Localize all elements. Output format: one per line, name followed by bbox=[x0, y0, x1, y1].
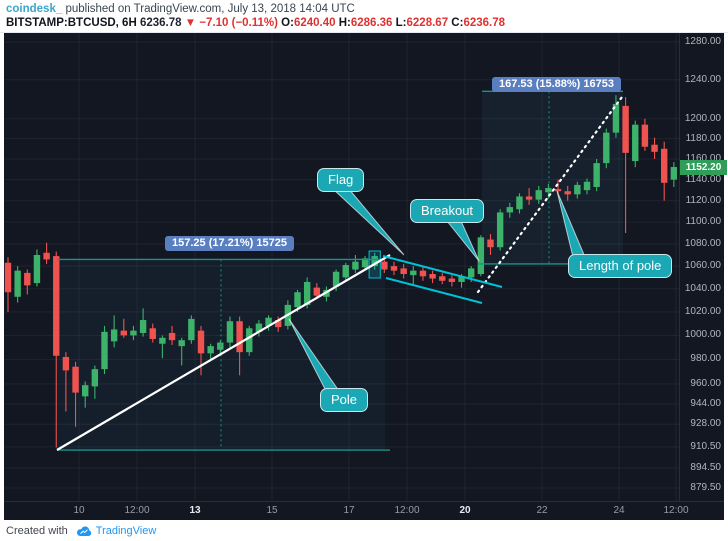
price-tick-label: 879.50 bbox=[690, 482, 721, 493]
symbol-line: BITSTAMP:BTCUSD, 6H 6236.78 ▼ −7.10 (−0.… bbox=[6, 16, 728, 31]
measure-badge-target[interactable]: 167.53 (15.88%) 16753 bbox=[492, 77, 621, 92]
length-of-pole-note[interactable]: Length of pole bbox=[568, 254, 673, 278]
time-tick-label: 20 bbox=[459, 505, 471, 516]
price-tick-label: 1000.00 bbox=[684, 329, 721, 341]
low-value: 6228.67 bbox=[406, 17, 449, 29]
publish-line: coindesk_ published on TradingView.com, … bbox=[6, 2, 728, 16]
close-label: C: bbox=[451, 17, 464, 29]
price-tick-label: 1240.00 bbox=[684, 73, 721, 85]
created-with-text: Created with bbox=[6, 524, 68, 537]
time-axis[interactable]: 10 12:00 13 15 17 12:00 20 22 24 12:00 bbox=[4, 501, 724, 520]
price-tick-label: 910.50 bbox=[690, 440, 721, 452]
price-tick-label: 1020.00 bbox=[684, 305, 721, 317]
tradingview-logo-icon[interactable] bbox=[76, 525, 92, 537]
price-tick-label: 1060.00 bbox=[684, 260, 721, 272]
tradingview-link[interactable]: TradingView bbox=[95, 524, 157, 537]
low-label: L: bbox=[395, 17, 407, 29]
price-tick-label: 928.00 bbox=[690, 418, 721, 430]
price-tick-label: 1120.00 bbox=[685, 194, 721, 206]
time-tick-label: 22 bbox=[536, 505, 548, 516]
last-price: 6236.78 bbox=[139, 17, 182, 29]
breakout-note[interactable]: Breakout bbox=[410, 199, 485, 223]
high-label: H: bbox=[338, 17, 351, 29]
price-tick-label: 1200.00 bbox=[684, 112, 721, 124]
price-tick-label: 960.00 bbox=[690, 377, 721, 389]
chart-header: coindesk_ published on TradingView.com, … bbox=[0, 0, 728, 33]
measure-badge-pole[interactable]: 157.25 (17.21%) 15725 bbox=[165, 236, 294, 251]
price-tick-label: 944.00 bbox=[690, 397, 721, 409]
time-tick-label: 13 bbox=[189, 505, 201, 516]
footer: Created with TradingView bbox=[0, 520, 728, 541]
time-tick-label: 15 bbox=[266, 505, 278, 516]
price-tick-label: 1080.00 bbox=[684, 237, 721, 249]
price-tick-label: 1140.00 bbox=[685, 173, 721, 185]
time-tick-label: 12:00 bbox=[394, 505, 420, 516]
open-value: 6240.40 bbox=[293, 17, 336, 29]
time-tick-label: 12:00 bbox=[663, 505, 689, 516]
close-value: 6236.78 bbox=[463, 17, 506, 29]
time-tick-label: 10 bbox=[73, 505, 85, 516]
price-tick-label: 1100.00 bbox=[685, 216, 721, 228]
price-tick-label: 894.50 bbox=[690, 461, 721, 473]
author-link[interactable]: coindesk_ bbox=[6, 3, 63, 15]
price-tick-label: 980.00 bbox=[690, 353, 721, 365]
price-tick-label: 1180.00 bbox=[685, 132, 721, 144]
last-price-tag: 1152.20 bbox=[680, 160, 727, 175]
price-tick-label: 1040.00 bbox=[684, 282, 721, 294]
high-value: 6286.36 bbox=[350, 17, 393, 29]
time-tick-label: 17 bbox=[343, 505, 355, 516]
symbol-label[interactable]: BITSTAMP:BTCUSD, 6H bbox=[6, 17, 137, 29]
price-tick-label: 1280.00 bbox=[684, 36, 721, 47]
pole-note[interactable]: Pole bbox=[320, 388, 369, 412]
time-tick-label: 24 bbox=[613, 505, 625, 516]
price-tick-label: 1160.00 bbox=[685, 152, 721, 164]
time-tick-label: 12:00 bbox=[124, 505, 150, 516]
price-axis[interactable]: 1280.00 1240.00 1200.00 1180.00 1160.00 1140.… bbox=[679, 33, 724, 501]
open-label: O: bbox=[281, 17, 294, 29]
price-change: ▼ −7.10 (−0.11%) bbox=[184, 17, 278, 29]
flag-note[interactable]: Flag bbox=[317, 168, 365, 192]
publish-text: published on TradingView.com, July 13, 2… bbox=[65, 3, 355, 15]
